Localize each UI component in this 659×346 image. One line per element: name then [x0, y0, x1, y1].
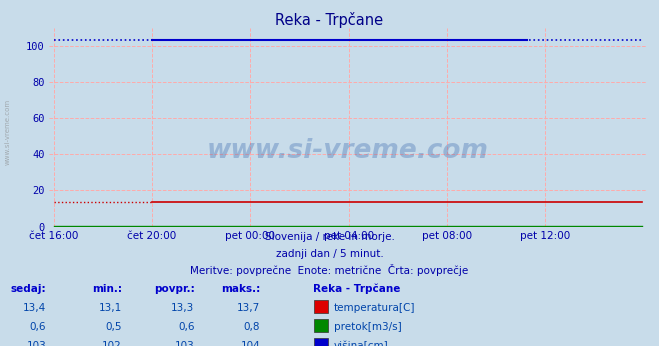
Text: www.si-vreme.com: www.si-vreme.com: [207, 138, 488, 164]
Text: zadnji dan / 5 minut.: zadnji dan / 5 minut.: [275, 249, 384, 259]
Text: 0,5: 0,5: [105, 322, 122, 333]
Text: 13,3: 13,3: [171, 303, 194, 313]
Text: višina[cm]: višina[cm]: [334, 341, 389, 346]
Text: 103: 103: [26, 342, 46, 346]
Text: 13,7: 13,7: [237, 303, 260, 313]
Text: 0,8: 0,8: [244, 322, 260, 333]
Text: pretok[m3/s]: pretok[m3/s]: [334, 322, 402, 333]
Text: 104: 104: [241, 342, 260, 346]
Text: Reka - Trpčane: Reka - Trpčane: [313, 284, 401, 294]
Text: 0,6: 0,6: [178, 322, 194, 333]
Text: min.:: min.:: [92, 284, 122, 294]
Text: 0,6: 0,6: [30, 322, 46, 333]
Text: sedaj:: sedaj:: [11, 284, 46, 294]
Text: temperatura[C]: temperatura[C]: [334, 303, 416, 313]
Text: maks.:: maks.:: [221, 284, 260, 294]
Text: Meritve: povprečne  Enote: metrične  Črta: povprečje: Meritve: povprečne Enote: metrične Črta:…: [190, 264, 469, 276]
Text: 13,1: 13,1: [99, 303, 122, 313]
Text: povpr.:: povpr.:: [154, 284, 194, 294]
Text: Reka - Trpčane: Reka - Trpčane: [275, 12, 384, 28]
Text: 13,4: 13,4: [23, 303, 46, 313]
Text: Slovenija / reke in morje.: Slovenija / reke in morje.: [264, 233, 395, 243]
Text: 102: 102: [102, 342, 122, 346]
Text: www.si-vreme.com: www.si-vreme.com: [5, 98, 11, 165]
Text: 103: 103: [175, 342, 194, 346]
